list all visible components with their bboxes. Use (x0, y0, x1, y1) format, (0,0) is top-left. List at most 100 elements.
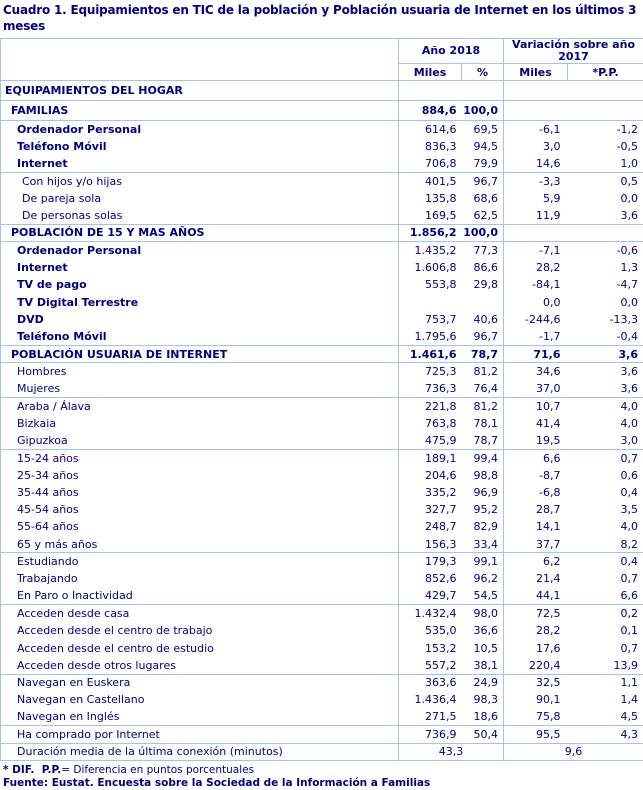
cell-pp-var: 0,6 (568, 466, 643, 483)
cell-pct-2018: 96,7 (462, 172, 504, 189)
footnote-definition: * DIF. P.P.= Diferencia en puntos porcen… (3, 764, 643, 777)
cell-pp-var (568, 101, 643, 121)
row-label: En Paro o Inactividad (1, 588, 399, 605)
cell-pp-var: 0,4 (568, 484, 643, 501)
cell-pp-var: -0,4 (568, 328, 643, 345)
cell-pct-2018: 40,6 (462, 311, 504, 328)
cell-pct-2018: 76,4 (462, 380, 504, 397)
stats-table: Año 2018 Variación sobre año 2017 Miles … (0, 38, 643, 761)
cell-miles-var: 17,6 (504, 639, 568, 656)
cell-pp-var: 0,5 (568, 172, 643, 189)
row-label: 45-54 años (1, 501, 399, 518)
cell-miles-2018: 1.606,8 (399, 259, 462, 276)
cell-pp-var: 1,3 (568, 259, 643, 276)
row-label: De pareja sola (1, 190, 399, 207)
cell-miles-var: -7,1 (504, 242, 568, 259)
cell-pp-var: 1,1 (568, 674, 643, 691)
cell-pp-var: 4,0 (568, 415, 643, 432)
footnote-definition-term: * DIF. P.P. (3, 764, 61, 776)
cell-pct-2018: 98,0 (462, 605, 504, 622)
cell-miles-2018: 221,8 (399, 397, 462, 414)
cell-pp-var: 1,0 (568, 155, 643, 172)
cell-pct-2018: 33,4 (462, 536, 504, 553)
cell-pp-var: -13,3 (568, 311, 643, 328)
cell-miles-var: 90,1 (504, 691, 568, 708)
cell-pct-2018: 100,0 (462, 224, 504, 241)
cell-miles-2018: 327,7 (399, 501, 462, 518)
cell-pct-2018: 62,5 (462, 207, 504, 224)
cell-pp-var: 0,2 (568, 605, 643, 622)
cell-miles-2018: 204,6 (399, 466, 462, 483)
cell-pct-2018: 29,8 (462, 276, 504, 293)
cell-pp-var: 13,9 (568, 657, 643, 674)
cell-pct-2018: 79,9 (462, 155, 504, 172)
cell-pct-2018: 96,9 (462, 484, 504, 501)
row-label: 35-44 años (1, 484, 399, 501)
cell-miles-2018: 535,0 (399, 622, 462, 639)
row-label: Acceden desde el centro de estudio (1, 639, 399, 656)
cell-pct-2018: 78,7 (462, 432, 504, 449)
header-group-ano-2018: Año 2018 (399, 39, 504, 64)
cell-miles-2018: 153,2 (399, 639, 462, 656)
cell-pp-var: 0,0 (568, 293, 643, 310)
cell-pp-var (568, 81, 643, 101)
cell-miles-var: 95,5 (504, 726, 568, 743)
cell-pct-2018: 50,4 (462, 726, 504, 743)
header-col-pct-2018: % (462, 64, 504, 81)
cell-pct-2018: 38,1 (462, 657, 504, 674)
cell-miles-var: 34,6 (504, 363, 568, 380)
cell-pct-2018 (462, 293, 504, 310)
cell-miles-var: 5,9 (504, 190, 568, 207)
cell-miles-var (504, 224, 568, 241)
row-label: Acceden desde casa (1, 605, 399, 622)
cell-pp-var: 4,0 (568, 518, 643, 535)
cell-pp-var: -0,6 (568, 242, 643, 259)
cell-miles-2018: 1.795,6 (399, 328, 462, 345)
cell-miles-2018: 706,8 (399, 155, 462, 172)
cell-miles-var: 21,4 (504, 570, 568, 587)
cell-pp-var: 0,1 (568, 622, 643, 639)
cell-pct-2018: 100,0 (462, 101, 504, 121)
row-label: Trabajando (1, 570, 399, 587)
row-label: 55-64 años (1, 518, 399, 535)
cell-miles-2018: 753,7 (399, 311, 462, 328)
cell-miles-var: 10,7 (504, 397, 568, 414)
cell-pp-var: -4,7 (568, 276, 643, 293)
cell-miles-2018: 429,7 (399, 588, 462, 605)
cell-pp-var: 0,7 (568, 449, 643, 466)
cell-pp-var: 3,6 (568, 345, 643, 362)
cell-pp-var (568, 224, 643, 241)
cell-miles-2018: 763,8 (399, 415, 462, 432)
cell-miles-var: -244,6 (504, 311, 568, 328)
table-row: Duración media de la última conexión (mi… (1, 743, 643, 760)
cell-pct-2018: 98,3 (462, 691, 504, 708)
row-label: Acceden desde otros lugares (1, 657, 399, 674)
cell-miles-var: 220,4 (504, 657, 568, 674)
cell-pct-2018: 99,1 (462, 553, 504, 570)
cell-miles-var: 32,5 (504, 674, 568, 691)
row-label: Navegan en Castellano (1, 691, 399, 708)
cell-miles-2018: 852,6 (399, 570, 462, 587)
cell-miles-var: 28,7 (504, 501, 568, 518)
cell-miles-var: 6,6 (504, 449, 568, 466)
cell-miles-var: 28,2 (504, 622, 568, 639)
